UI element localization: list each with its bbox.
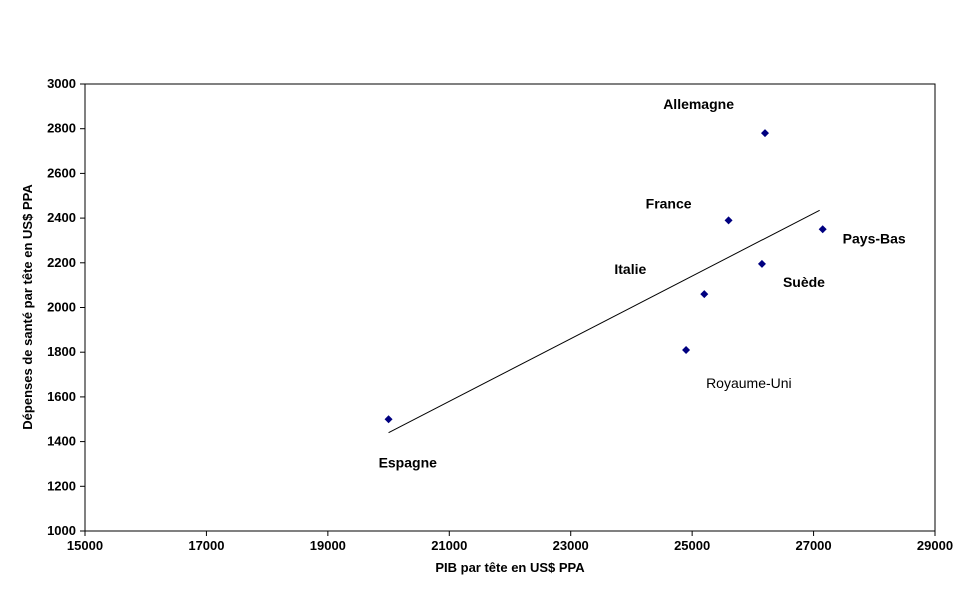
point-label-royaume-uni: Royaume-Uni (706, 375, 792, 391)
x-tick-label: 19000 (310, 538, 346, 553)
x-tick-label: 17000 (188, 538, 224, 553)
trendline-layer (388, 209, 820, 434)
data-point-royaume-uni (682, 345, 691, 354)
point-label-espagne: Espagne (379, 454, 438, 470)
axis-ticks: 15000 17000 19000 21000 23000 25000 27000 29000… (47, 76, 953, 553)
data-point-espagne (384, 415, 393, 424)
x-tick-label: 29000 (917, 538, 953, 553)
data-point-allemagne (761, 129, 769, 138)
y-tick-label: 1800 (47, 344, 76, 359)
y-tick-label: 1400 (47, 434, 76, 449)
data-point-france (724, 216, 733, 225)
plot-area (84, 83, 936, 532)
x-tick-label: 23000 (553, 538, 589, 553)
y-tick-label: 2600 (47, 165, 76, 180)
x-tick-label: 27000 (795, 538, 831, 553)
y-tick-label: 1000 (47, 523, 76, 538)
data-point-pays-bas (818, 225, 827, 234)
y-tick-label: 1200 (47, 478, 76, 493)
point-label-pays-bas: Pays-Bas (843, 230, 906, 246)
point-label-france: France (646, 195, 692, 211)
y-tick-label: 3000 (47, 76, 76, 91)
y-tick-label: 2000 (47, 300, 76, 315)
point-labels-layer: Espagne Royaume-Uni Italie France Suède Allem… (379, 96, 906, 470)
point-label-sude: Suède (783, 274, 825, 290)
x-tick-label: 25000 (674, 538, 710, 553)
data-point-italie (700, 290, 709, 299)
x-tick-label: 15000 (67, 538, 103, 553)
y-axis-title: Dépenses de santé par tête en US$ PPA (20, 184, 35, 430)
point-label-allemagne: Allemagne (663, 96, 734, 112)
x-axis-title: PIB par tête en US$ PPA (435, 560, 585, 575)
data-point-sude (757, 259, 766, 268)
x-tick-label: 21000 (431, 538, 467, 553)
point-label-italie: Italie (614, 261, 646, 277)
trendline (388, 209, 820, 434)
y-tick-label: 2400 (47, 210, 76, 225)
y-tick-label: 2800 (47, 121, 76, 136)
y-tick-label: 2200 (47, 255, 76, 270)
data-points-layer (384, 129, 827, 424)
y-tick-label: 1600 (47, 389, 76, 404)
